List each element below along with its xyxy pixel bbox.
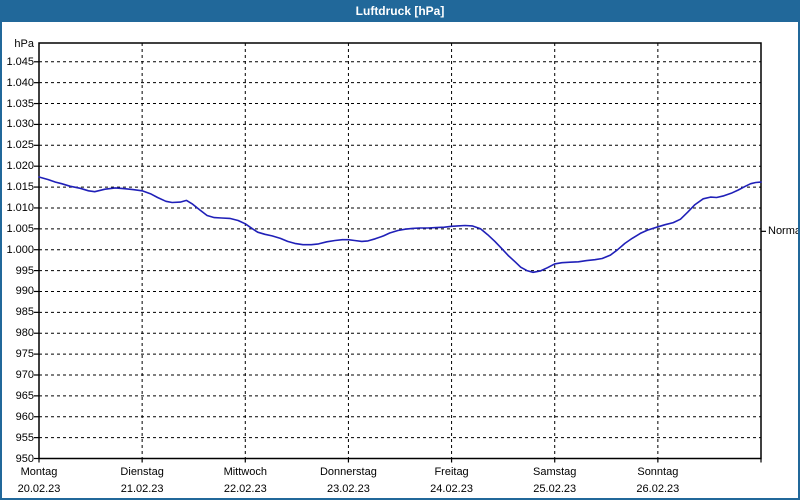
pressure-line <box>38 176 762 274</box>
y-tick-label: 1.030 <box>6 118 34 131</box>
x-tick-weekday: Freitag <box>434 466 469 478</box>
x-tick-date: 25.02.23 <box>533 483 577 495</box>
x-tick-weekday: Mittwoch <box>223 466 267 478</box>
x-tick-date: 23.02.23 <box>327 483 370 495</box>
y-tick-label: 1.035 <box>6 97 34 110</box>
y-tick-label: 1.045 <box>6 55 34 68</box>
y-tick-label: 1.000 <box>6 243 34 256</box>
x-tick-weekday: Dienstag <box>120 466 164 478</box>
window-title: Luftdruck [hPa] <box>355 4 445 18</box>
y-axis-unit-label: hPa <box>14 38 34 50</box>
y-tick-label: 970 <box>15 368 34 381</box>
y-tick-label: 1.025 <box>6 139 34 152</box>
x-tick-weekday: Samstag <box>532 466 577 478</box>
plot-border <box>38 42 762 460</box>
y-tick-label: 1.010 <box>6 201 34 214</box>
x-tick-date: 22.02.23 <box>223 483 267 495</box>
y-tick-label: 980 <box>15 327 34 340</box>
x-tick-date: 24.02.23 <box>430 483 473 495</box>
y-tick-label: 1.005 <box>6 222 34 235</box>
plot-area <box>39 43 761 459</box>
y-tick-label: 1.020 <box>6 160 34 173</box>
title-bar: Luftdruck [hPa] <box>0 0 800 22</box>
x-tick-weekday: Montag <box>20 466 58 478</box>
y-tick-label: 955 <box>15 431 34 444</box>
normal-label: Normal <box>768 225 800 238</box>
y-tick-label: 1.040 <box>6 76 34 89</box>
y-tick-label: 965 <box>15 389 34 402</box>
y-tick-label: 975 <box>15 348 34 361</box>
x-tick-weekday: Donnerstag <box>319 466 377 478</box>
y-tick-label: 950 <box>15 452 34 465</box>
x-tick-date: 26.02.23 <box>636 483 680 495</box>
y-tick-label: 1.015 <box>6 181 34 194</box>
y-tick-label: 990 <box>15 285 34 298</box>
y-tick-label: 995 <box>15 264 34 277</box>
x-tick-date: 21.02.23 <box>120 483 164 495</box>
y-tick-label: 960 <box>15 410 34 423</box>
x-tick-weekday: Sonntag <box>637 466 679 478</box>
x-tick-date: 20.02.23 <box>17 483 61 495</box>
y-tick-label: 985 <box>15 306 34 319</box>
